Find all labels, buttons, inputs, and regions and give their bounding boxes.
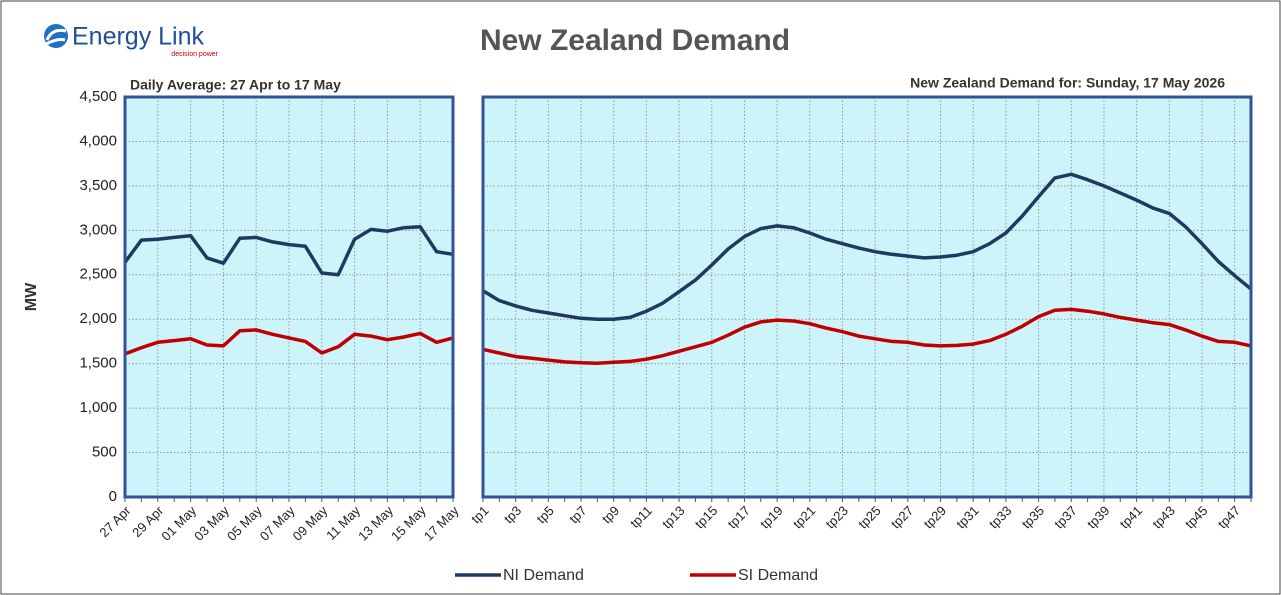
y-tick-label: 500 xyxy=(92,444,117,461)
subtitle: New Zealand Demand for: Sunday, 17 May 2… xyxy=(910,75,1225,91)
logo-icon xyxy=(44,24,68,48)
y-tick-label: 3,500 xyxy=(79,177,117,194)
y-tick-label: 3,000 xyxy=(79,221,117,238)
legend-label: NI Demand xyxy=(503,567,584,584)
series-line xyxy=(482,172,1253,321)
y-axis-label: MW xyxy=(23,282,40,311)
y-tick-label: 1,500 xyxy=(79,355,117,372)
y-tick-label: 1,000 xyxy=(79,399,117,416)
subtitle: Daily Average: 27 Apr to 17 May xyxy=(130,77,341,93)
y-tick-label: 2,000 xyxy=(79,310,117,327)
y-tick-label: 2,500 xyxy=(79,266,117,283)
y-tick-label: 0 xyxy=(109,488,117,505)
plot-border xyxy=(481,95,1253,499)
tagline: decision power xyxy=(171,51,218,58)
legend-label: SI Demand xyxy=(738,567,818,584)
chart-title: New Zealand Demand xyxy=(480,24,790,57)
y-tick-label: 4,500 xyxy=(79,88,117,105)
series-line xyxy=(124,328,454,356)
logo: Energy Link xyxy=(72,23,205,51)
plot-border xyxy=(123,95,455,499)
series-line xyxy=(482,307,1252,365)
plot-area xyxy=(483,97,1251,497)
y-tick-label: 4,000 xyxy=(79,132,117,149)
series-line xyxy=(123,225,454,277)
